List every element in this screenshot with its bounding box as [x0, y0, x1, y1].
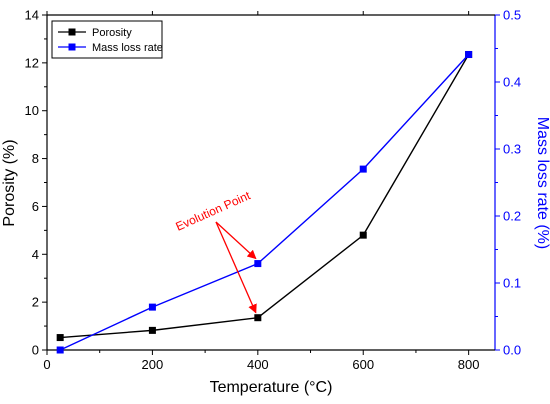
right-y-tick-label: 0.0: [503, 343, 521, 358]
right-y-tick-label: 0.4: [503, 75, 521, 90]
right-y-tick-label: 0.5: [503, 8, 521, 23]
axes-frame: [46, 14, 496, 351]
x-tick-label: 0: [43, 357, 50, 372]
legend-label-porosity: Porosity: [92, 27, 132, 39]
left-y-tick-label: 12: [25, 55, 39, 70]
annotation-arrow-porosity: [215, 221, 257, 314]
legend-marker-porosity: [68, 28, 76, 36]
annotation-arrow-mass-loss: [215, 221, 257, 260]
x-tick-label: 800: [458, 357, 480, 372]
series-line-mass-loss-rate: [59, 54, 470, 351]
x-tick-label: 600: [352, 357, 374, 372]
data-point-porosity: [148, 326, 156, 334]
right-y-tick-label: 0.2: [503, 209, 521, 224]
legend: Porosity Mass loss rate: [51, 20, 163, 59]
data-point-porosity: [359, 231, 367, 239]
legend-marker-mass-loss-rate: [68, 43, 76, 51]
legend-box: [51, 20, 163, 59]
data-point-porosity: [56, 334, 64, 342]
left-y-axis-title: Porosity (%): [1, 139, 18, 226]
data-point-mass-loss-rate: [359, 165, 367, 173]
x-axis-ticks: 0 200 400 600 800: [43, 11, 479, 372]
data-point-mass-loss-rate: [148, 303, 156, 311]
series-layer: [56, 50, 473, 354]
left-y-tick-label: 10: [25, 103, 39, 118]
left-y-tick-label: 2: [32, 295, 39, 310]
x-tick-label: 400: [247, 357, 269, 372]
data-point-mass-loss-rate: [465, 51, 473, 59]
series-line-porosity: [60, 54, 470, 339]
right-y-tick-label: 0.3: [503, 142, 521, 157]
annotation-text: Evolution Point: [174, 188, 253, 234]
left-y-tick-label: 8: [32, 151, 39, 166]
right-y-tick-label: 0.1: [503, 276, 521, 291]
x-tick-label: 200: [142, 357, 164, 372]
data-point-mass-loss-rate: [254, 260, 262, 268]
left-y-tick-label: 0: [32, 343, 39, 358]
data-point-mass-loss-rate: [56, 346, 64, 354]
legend-item-porosity: Porosity: [58, 27, 132, 39]
left-y-axis-ticks: 0 2 4 6 8 10 12 14: [25, 8, 47, 358]
data-point-porosity: [254, 314, 262, 322]
left-y-tick-label: 4: [32, 247, 39, 262]
left-y-tick-label: 14: [25, 8, 39, 23]
right-y-axis-title: Mass loss rate (%): [534, 117, 550, 249]
legend-label-mass-loss-rate: Mass loss rate: [92, 42, 163, 54]
x-axis-title: Temperature (°C): [210, 379, 333, 396]
left-y-tick-label: 6: [32, 199, 39, 214]
right-y-axis-ticks: 0.0 0.1 0.2 0.3 0.4 0.5: [495, 8, 521, 358]
legend-item-mass-loss-rate: Mass loss rate: [58, 42, 163, 54]
